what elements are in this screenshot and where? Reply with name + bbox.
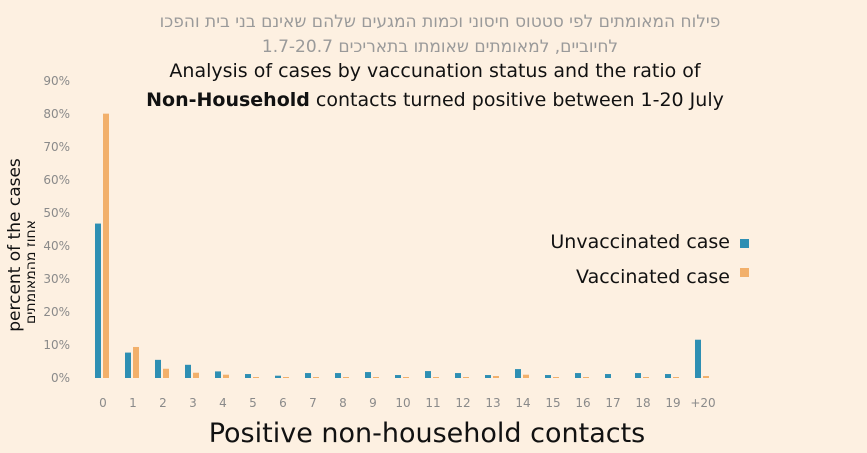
x-tick-label: 2: [159, 396, 167, 410]
chart-title-bold-part: Non-Household: [146, 89, 310, 111]
bar-unvaccinated: [125, 352, 131, 378]
bar-unvaccinated: [335, 373, 341, 378]
bar-vaccinated: [583, 377, 589, 378]
x-tick-label: 7: [309, 396, 317, 410]
bar-unvaccinated: [575, 373, 581, 378]
x-tick-label: 17: [605, 396, 620, 410]
bar-unvaccinated: [455, 373, 461, 378]
x-tick-label: +20: [690, 396, 715, 410]
y-tick-label: 0%: [51, 371, 70, 385]
x-tick-label: 5: [249, 396, 257, 410]
bar-unvaccinated: [365, 372, 371, 378]
bar-unvaccinated: [665, 374, 671, 378]
bar-vaccinated: [433, 377, 439, 378]
x-tick-label: 12: [455, 396, 470, 410]
y-tick-label: 10%: [43, 338, 70, 352]
x-tick-label: 6: [279, 396, 287, 410]
x-axis-label: Positive non-household contacts: [209, 418, 646, 449]
bar-unvaccinated: [95, 223, 101, 378]
bar-vaccinated: [343, 377, 349, 378]
legend-swatch-unvaccinated: [740, 239, 749, 248]
bar-vaccinated: [643, 377, 649, 378]
chart-title-line1: Analysis of cases by vaccunation status …: [169, 60, 701, 82]
x-tick-label: 1: [129, 396, 137, 410]
bar-vaccinated: [703, 376, 709, 378]
x-axis-ticks: 0 1 2 3 4 5 6 7 8 9 10 11 12 13 14 15 16 17 18 19 +20: [99, 396, 715, 410]
x-tick-label: 18: [635, 396, 650, 410]
x-tick-label: 0: [99, 396, 107, 410]
bar-unvaccinated: [155, 359, 161, 378]
bar-vaccinated: [403, 377, 409, 378]
chart-title-line2: Non-Household contacts turned positive b…: [146, 89, 724, 111]
bar-vaccinated: [493, 376, 499, 378]
y-tick-label: 80%: [43, 107, 70, 121]
chart-title-hebrew-line2: לחיוביים, למאומתים שאומתו בתאריכים 1.7-2…: [262, 37, 618, 57]
bar-unvaccinated: [545, 375, 551, 378]
bar-vaccinated: [103, 113, 109, 379]
x-tick-label: 4: [219, 396, 227, 410]
bar-vaccinated: [223, 374, 229, 378]
bar-vaccinated: [133, 346, 139, 378]
legend-label-unvaccinated: Unvaccinated case: [550, 231, 730, 253]
x-tick-label: 16: [575, 396, 590, 410]
bar-vaccinated: [463, 377, 469, 378]
bar-unvaccinated: [275, 375, 281, 378]
bar-unvaccinated: [215, 371, 221, 378]
legend-swatch-vaccinated: [740, 268, 749, 277]
y-tick-label: 30%: [43, 272, 70, 286]
bar-unvaccinated: [305, 373, 311, 378]
x-tick-label: 11: [425, 396, 440, 410]
y-tick-label: 90%: [43, 74, 70, 88]
y-tick-label: 20%: [43, 305, 70, 319]
bar-vaccinated: [313, 377, 319, 378]
bar-vaccinated: [193, 372, 199, 378]
chart-title-rest-part: contacts turned positive between 1-20 Ju…: [310, 89, 724, 111]
bar-unvaccinated: [485, 375, 491, 378]
bar-vaccinated: [673, 377, 679, 378]
x-tick-label: 9: [369, 396, 377, 410]
y-tick-label: 60%: [43, 173, 70, 187]
y-tick-label: 50%: [43, 206, 70, 220]
bar-unvaccinated: [605, 374, 611, 378]
bar-vaccinated: [523, 374, 529, 378]
x-tick-label: 13: [485, 396, 500, 410]
bar-vaccinated: [283, 377, 289, 378]
bar-unvaccinated: [515, 369, 521, 378]
bar-unvaccinated: [695, 339, 701, 378]
y-axis-label: percent of the cases: [5, 158, 25, 332]
bar-vaccinated: [253, 377, 259, 378]
y-axis-ticks: 0% 10% 20% 30% 40% 50% 60% 70% 80% 90%: [43, 74, 70, 385]
y-tick-label: 40%: [43, 239, 70, 253]
bar-unvaccinated: [185, 364, 191, 378]
x-tick-label: 14: [515, 396, 530, 410]
bar-unvaccinated: [425, 371, 431, 378]
x-tick-label: 3: [189, 396, 197, 410]
y-tick-label: 70%: [43, 140, 70, 154]
bars: [95, 113, 709, 379]
x-tick-label: 15: [545, 396, 560, 410]
legend: Unvaccinated case Vaccinated case: [550, 231, 749, 288]
x-tick-label: 19: [665, 396, 680, 410]
bar-unvaccinated: [395, 375, 401, 378]
bar-unvaccinated: [635, 373, 641, 378]
bar-vaccinated: [163, 368, 169, 378]
bar-unvaccinated: [245, 374, 251, 378]
x-tick-label: 10: [395, 396, 410, 410]
x-tick-label: 8: [339, 396, 347, 410]
chart-title-hebrew-line1: פילוח המאומתים לפי סטטוס חיסוני וכמות המ…: [160, 12, 721, 32]
legend-label-vaccinated: Vaccinated case: [576, 266, 730, 288]
bar-vaccinated: [373, 377, 379, 378]
y-axis-label-hebrew: אחוז מהמאומתים: [23, 220, 39, 324]
bar-vaccinated: [553, 377, 559, 378]
